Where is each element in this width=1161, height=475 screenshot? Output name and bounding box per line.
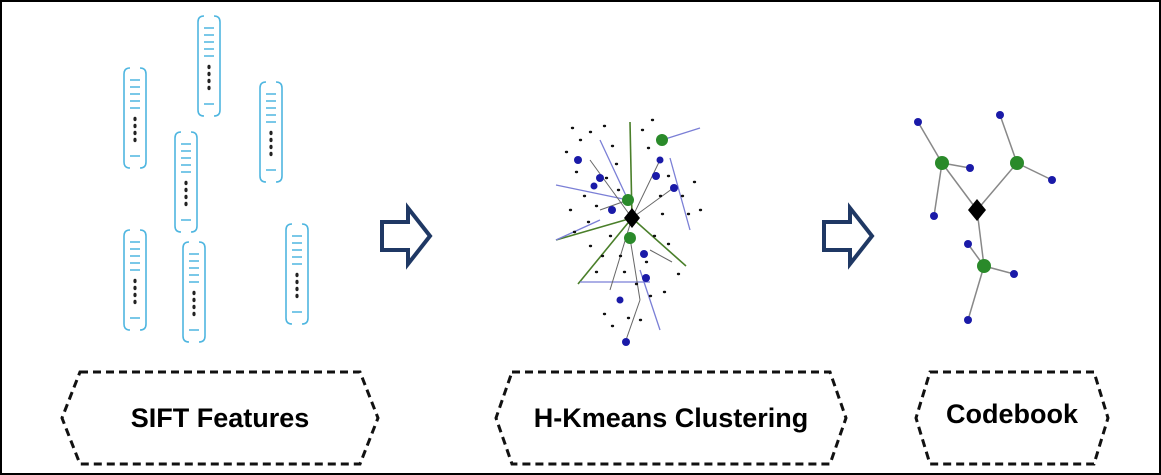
step-label: Codebook	[946, 399, 1079, 429]
step-label: H-Kmeans Clustering	[534, 403, 809, 433]
step-label: SIFT Features	[131, 403, 310, 433]
diagram: SIFT Features H-Kmeans Clustering Codebo…	[0, 0, 1161, 475]
